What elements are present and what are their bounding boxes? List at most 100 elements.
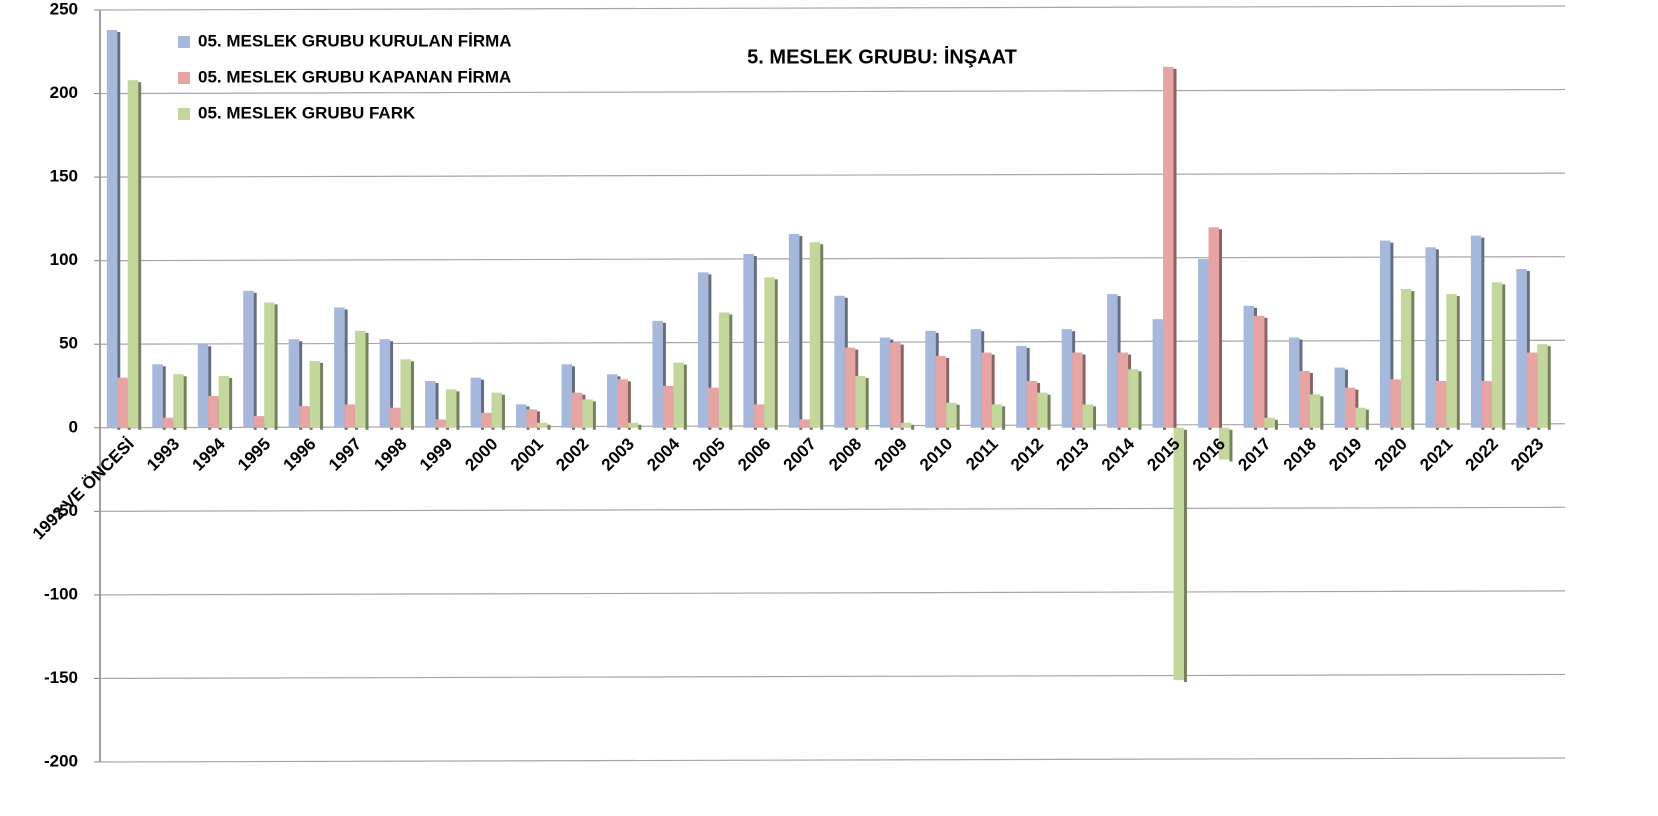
bar-side <box>592 401 596 430</box>
bar <box>571 392 583 428</box>
y-tick-label: -100 <box>44 584 78 603</box>
bar <box>1481 380 1492 428</box>
bar <box>1163 66 1174 428</box>
bar <box>582 399 593 428</box>
bar-side <box>638 424 642 430</box>
bar <box>208 396 219 428</box>
x-tick-label: 1994 <box>189 434 230 475</box>
bar-side <box>411 361 415 430</box>
bar <box>925 330 936 428</box>
bar-side <box>390 341 394 430</box>
bar-side <box>956 404 960 430</box>
bar <box>890 342 901 428</box>
bar <box>834 295 845 428</box>
x-tick-label: 2005 <box>689 434 729 474</box>
y-tick-label: -200 <box>44 751 78 770</box>
bar-side <box>865 377 869 430</box>
x-tick-label: 2006 <box>734 434 774 474</box>
y-tick-label: 200 <box>50 83 78 102</box>
bar-side <box>946 357 950 430</box>
bar <box>334 307 345 428</box>
legend-label: 05. MESLEK GRUBU KURULAN FİRMA <box>198 31 512 50</box>
x-tick-label: 1996 <box>280 434 320 474</box>
bar <box>1253 315 1265 428</box>
bar <box>264 302 275 428</box>
bar-side <box>536 411 540 430</box>
bar-side <box>1183 429 1187 683</box>
bar <box>481 412 492 428</box>
bar-side <box>991 354 995 430</box>
bar <box>718 312 730 428</box>
x-tick-label: 2002 <box>552 434 592 474</box>
x-tick-label: 2004 <box>643 434 684 475</box>
bar <box>1208 227 1219 428</box>
bar-side <box>1173 68 1177 430</box>
grid-line <box>99 339 1566 345</box>
bar <box>844 347 856 428</box>
grid-line <box>99 256 1566 262</box>
x-tick-label: 1992 VE ÖNCESİ <box>29 434 138 543</box>
bar-side <box>299 341 303 430</box>
bar-side <box>365 332 369 430</box>
bar-side <box>435 382 439 430</box>
bar-side <box>253 292 257 430</box>
bar <box>1537 344 1548 428</box>
x-tick-label: 2019 <box>1325 434 1365 474</box>
bar <box>425 380 436 428</box>
bar <box>1107 294 1118 428</box>
legend-swatch <box>178 108 190 120</box>
grid-line <box>99 590 1566 596</box>
bar-side <box>753 255 757 430</box>
bar <box>1299 370 1310 428</box>
bar-side <box>344 309 348 430</box>
bar <box>1390 379 1401 428</box>
x-tick-label: 2018 <box>1280 434 1320 474</box>
bar <box>809 242 821 428</box>
bar <box>1491 282 1503 428</box>
x-tick-label: 2012 <box>1007 434 1047 474</box>
bar <box>243 290 254 428</box>
bar-side <box>547 424 551 430</box>
bar <box>1026 380 1038 428</box>
bar <box>900 422 912 428</box>
bar-side <box>274 304 278 430</box>
bar <box>662 386 674 428</box>
bar <box>1152 319 1164 428</box>
legend-swatch <box>178 36 190 48</box>
x-tick-label: 2017 <box>1234 434 1274 474</box>
x-tick-label: 2000 <box>461 434 501 474</box>
legend-label: 05. MESLEK GRUBU FARK <box>198 103 416 122</box>
bar <box>981 352 992 428</box>
bar-side <box>320 362 324 430</box>
bar-side <box>1502 284 1506 430</box>
bar-side <box>501 394 505 430</box>
bar <box>991 404 1003 428</box>
bar <box>1289 337 1300 428</box>
x-tick-label: 2010 <box>916 434 956 474</box>
bar <box>446 389 457 428</box>
bar-side <box>456 391 460 430</box>
bar-side <box>708 274 712 430</box>
bar <box>617 379 628 428</box>
bar <box>516 404 527 428</box>
bar <box>788 233 800 428</box>
y-tick-label: 150 <box>50 167 78 186</box>
bar <box>173 374 184 428</box>
x-tick-label: 2014 <box>1098 434 1139 475</box>
x-tick-label: 1993 <box>143 434 183 474</box>
bar-side <box>1138 371 1142 430</box>
bar-side <box>900 344 904 430</box>
bar <box>197 344 209 428</box>
bar-side <box>1390 242 1394 430</box>
bar <box>1016 345 1027 428</box>
bar-side <box>229 377 233 430</box>
bar <box>435 419 447 428</box>
x-tick-label: 1998 <box>370 434 410 474</box>
bar <box>673 362 684 428</box>
bar <box>536 422 548 428</box>
bar <box>627 422 639 428</box>
bar-side <box>183 376 187 430</box>
bar <box>1435 380 1447 428</box>
bar <box>218 375 230 428</box>
bar-side <box>162 366 166 430</box>
